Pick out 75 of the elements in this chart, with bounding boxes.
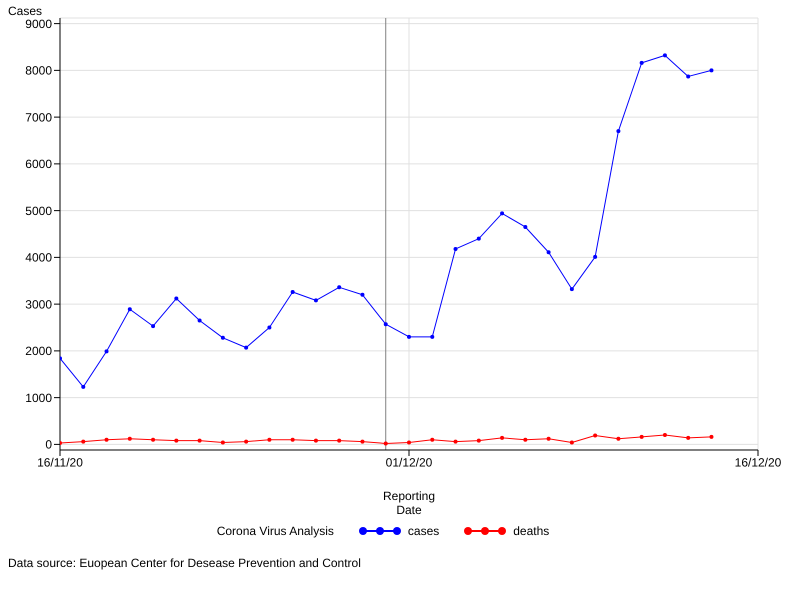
- y-tick-label: 6000: [25, 157, 52, 172]
- point: [476, 438, 481, 443]
- y-tick-label: 1000: [25, 390, 52, 405]
- y-tick-label: 4000: [25, 250, 52, 265]
- point: [616, 436, 620, 441]
- point: [454, 246, 458, 251]
- point: [290, 438, 295, 442]
- point: [104, 438, 109, 442]
- point: [662, 53, 667, 58]
- y-tick-label: 2000: [25, 344, 52, 358]
- y-tick-label: 0: [45, 438, 52, 452]
- y-tick-label: 5000: [25, 204, 52, 218]
- point: [546, 436, 551, 441]
- point: [174, 438, 178, 443]
- point: [570, 440, 574, 445]
- point: [198, 318, 202, 322]
- y-tick-label: 8000: [25, 64, 52, 78]
- point: [128, 436, 132, 441]
- point: [151, 324, 156, 328]
- point: [407, 440, 411, 445]
- point: [640, 60, 644, 65]
- y-axis-title: Cases: [8, 4, 42, 18]
- point: [686, 436, 690, 440]
- point: [81, 440, 86, 444]
- point: [290, 290, 295, 294]
- y-tick-label: 7000: [25, 110, 52, 124]
- point: [267, 326, 272, 330]
- point: [314, 438, 318, 443]
- point: [198, 438, 202, 443]
- point: [81, 384, 86, 389]
- point: [709, 68, 714, 72]
- point: [476, 236, 481, 241]
- x-axis-title: Reporting Date: [382, 489, 436, 517]
- point: [220, 440, 225, 445]
- legend-label: deaths: [513, 524, 550, 538]
- source-note: Data source: Euopean Center for Desease Prevention and Control: [8, 556, 362, 570]
- point: [267, 438, 272, 442]
- y-tick-label: 3000: [25, 297, 52, 312]
- point: [570, 287, 574, 292]
- point: [523, 224, 528, 229]
- point: [360, 440, 364, 444]
- point: [430, 438, 434, 442]
- point: [454, 440, 458, 444]
- point: [662, 433, 667, 438]
- point: [128, 307, 132, 312]
- point: [523, 438, 528, 442]
- x-tick-label: 16/11/20: [37, 456, 84, 470]
- x-tick-label: 16/12/20: [734, 456, 782, 470]
- point: [244, 346, 248, 350]
- legend-title: Corona Virus Analysis: [216, 524, 334, 538]
- point: [360, 292, 364, 297]
- point: [384, 322, 388, 326]
- point: [546, 250, 551, 254]
- legend-label: cases: [408, 524, 440, 538]
- point: [686, 74, 690, 78]
- point: [709, 434, 714, 439]
- y-tick-label: 9000: [25, 16, 52, 31]
- point: [593, 434, 598, 438]
- point: [500, 211, 504, 216]
- point: [151, 438, 156, 442]
- point: [314, 298, 318, 302]
- point: [593, 254, 598, 259]
- point: [500, 436, 504, 440]
- point: [640, 434, 644, 439]
- point: [407, 334, 411, 339]
- point: [244, 440, 248, 444]
- point: [174, 296, 178, 301]
- point: [384, 441, 388, 446]
- point: [337, 438, 342, 443]
- point: [220, 336, 225, 340]
- point: [337, 285, 342, 290]
- point: [104, 349, 109, 354]
- point: [616, 129, 620, 134]
- point: [430, 334, 434, 339]
- x-tick-label: 01/12/20: [386, 456, 433, 470]
